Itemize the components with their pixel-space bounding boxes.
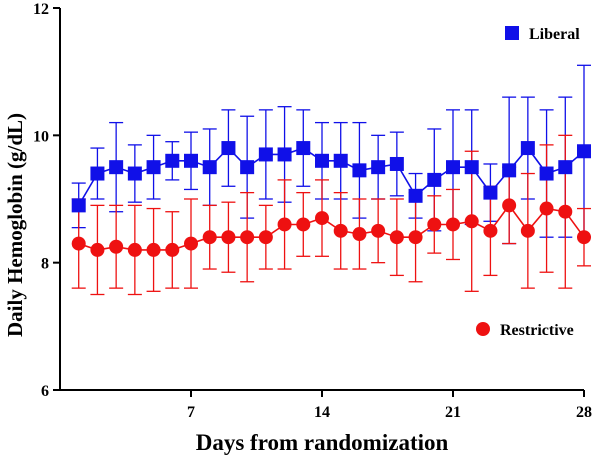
data-point: [165, 242, 180, 257]
tick-labels-layer: 6 8 10 12 7 14 21 28: [33, 1, 592, 421]
data-point: [221, 230, 236, 245]
data-point: [315, 153, 329, 168]
data-point: [352, 163, 367, 178]
data-point: [277, 217, 292, 232]
data-point: [577, 144, 591, 159]
axes-layer: [53, 7, 585, 397]
legend-marker: [476, 322, 490, 336]
data-point: [539, 166, 554, 181]
data-point: [146, 242, 161, 257]
data-point: [202, 160, 217, 175]
data-point: [520, 141, 535, 156]
data-point: [446, 160, 460, 175]
data-point: [539, 201, 554, 216]
data-point: [315, 211, 329, 226]
x-tick-label: 21: [445, 404, 461, 421]
data-point: [258, 230, 273, 245]
data-point: [352, 227, 367, 242]
data-point: [127, 242, 142, 257]
x-tick-label: 28: [576, 404, 592, 421]
data-point: [446, 217, 460, 232]
y-axis-title: Daily Hemoglobin (g/dL): [3, 113, 27, 337]
data-point: [240, 230, 255, 245]
data-point: [483, 223, 498, 238]
data-point: [258, 147, 273, 162]
data-point: [90, 242, 105, 257]
data-point: [71, 198, 86, 213]
data-point: [464, 160, 479, 175]
data-point: [502, 198, 517, 213]
data-point: [577, 230, 591, 245]
legend-marker: [505, 26, 519, 40]
data-point: [71, 236, 86, 251]
data-point: [146, 160, 161, 175]
markers-layer: [71, 141, 591, 257]
y-tick-label: 12: [33, 1, 49, 18]
data-point: [427, 172, 442, 187]
data-point: [502, 163, 517, 178]
data-point: [333, 153, 348, 168]
data-point: [464, 214, 479, 229]
error-bars-layer: [71, 64, 591, 296]
series-line: [78, 204, 585, 251]
legend-label: Liberal: [529, 26, 580, 43]
x-tick-label: 14: [314, 404, 330, 421]
data-point: [127, 166, 142, 181]
data-point: [240, 160, 255, 175]
data-point: [371, 223, 386, 238]
y-tick-label: 8: [41, 256, 49, 273]
y-tick-label: 10: [33, 128, 49, 145]
data-point: [184, 153, 198, 168]
series-lines-layer: [78, 146, 585, 251]
x-tick-label: 7: [187, 404, 195, 421]
data-point: [109, 239, 124, 254]
data-point: [296, 141, 311, 156]
y-tick-label: 6: [41, 383, 49, 400]
legend-label: Restrictive: [500, 322, 574, 339]
data-point: [90, 166, 105, 181]
legend-layer: Liberal Restrictive: [476, 26, 580, 339]
data-point: [558, 204, 573, 219]
data-point: [109, 160, 124, 175]
data-point: [408, 230, 423, 245]
x-axis-title: Days from randomization: [196, 430, 449, 455]
data-point: [389, 156, 404, 171]
data-point: [184, 236, 198, 251]
data-point: [333, 223, 348, 238]
data-point: [371, 160, 386, 175]
data-point: [277, 147, 292, 162]
data-point: [427, 217, 442, 232]
series-line: [78, 146, 585, 206]
data-point: [408, 188, 423, 203]
data-point: [520, 223, 535, 238]
data-point: [202, 230, 217, 245]
data-point: [296, 217, 311, 232]
data-point: [165, 153, 180, 168]
data-point: [558, 160, 573, 175]
data-point: [483, 185, 498, 200]
data-point: [389, 230, 404, 245]
data-point: [221, 141, 236, 156]
